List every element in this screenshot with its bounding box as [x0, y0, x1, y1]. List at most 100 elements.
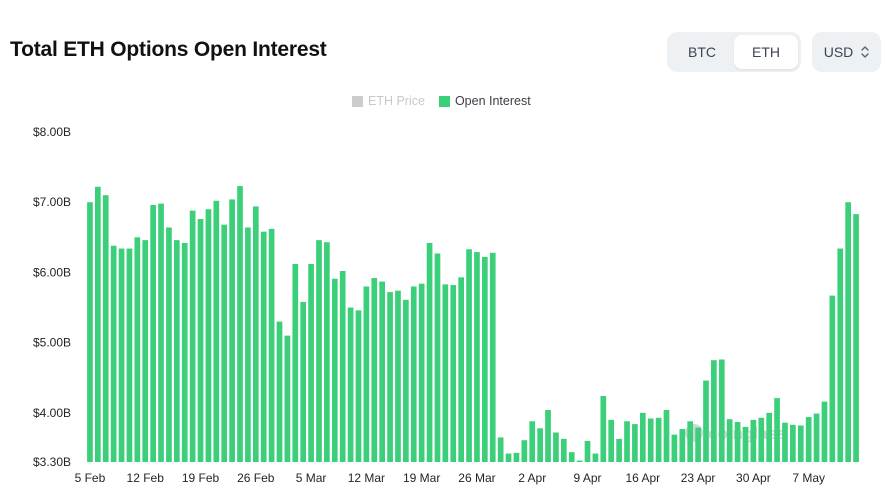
bar[interactable] [150, 205, 156, 462]
bar[interactable] [95, 186, 101, 462]
bar[interactable] [331, 278, 338, 462]
bar[interactable] [766, 412, 773, 462]
bar[interactable] [695, 427, 701, 462]
currency-select[interactable]: USD [812, 32, 881, 72]
bar[interactable] [189, 210, 196, 462]
bar[interactable] [276, 321, 283, 462]
bar[interactable] [750, 419, 757, 462]
legend-item-eth-price[interactable]: ETH Price [352, 94, 425, 108]
bar[interactable] [181, 242, 188, 462]
bar[interactable] [126, 248, 133, 462]
bar[interactable] [134, 237, 141, 462]
bar[interactable] [813, 413, 820, 462]
bar[interactable] [687, 421, 694, 462]
asset-toggle[interactable]: BTC ETH [667, 32, 801, 72]
bar[interactable] [734, 421, 741, 462]
bar[interactable] [797, 425, 804, 462]
bar[interactable] [711, 360, 717, 462]
bar[interactable] [284, 335, 291, 462]
bar[interactable] [513, 452, 520, 462]
bar[interactable] [110, 245, 117, 462]
bar[interactable] [355, 310, 362, 462]
bar[interactable] [592, 453, 599, 462]
bar[interactable] [568, 452, 575, 462]
bar[interactable] [158, 203, 164, 462]
bar[interactable] [489, 252, 496, 462]
bar[interactable] [679, 429, 686, 462]
bar[interactable] [576, 460, 583, 462]
bar[interactable] [790, 424, 796, 462]
bar[interactable] [474, 252, 480, 462]
bar[interactable] [292, 264, 299, 462]
bar[interactable] [205, 209, 212, 462]
bar[interactable] [245, 227, 251, 462]
bar[interactable] [671, 434, 678, 462]
bar[interactable] [600, 396, 607, 462]
bar[interactable] [616, 438, 622, 462]
bar[interactable] [237, 186, 243, 462]
bar[interactable] [560, 438, 567, 462]
bar[interactable] [718, 359, 725, 462]
bar[interactable] [118, 248, 125, 462]
bar[interactable] [387, 292, 393, 462]
bar[interactable] [639, 412, 646, 462]
bar[interactable] [221, 224, 228, 462]
bar[interactable] [726, 419, 733, 462]
bar[interactable] [213, 200, 220, 462]
bar[interactable] [553, 432, 559, 462]
bar[interactable] [782, 422, 788, 462]
bar[interactable] [466, 249, 472, 462]
bar[interactable] [260, 231, 267, 462]
bar[interactable] [703, 380, 709, 462]
legend-item-open-interest[interactable]: Open Interest [438, 94, 531, 108]
bar[interactable] [324, 242, 330, 462]
bar[interactable] [395, 290, 401, 462]
bar[interactable] [497, 437, 504, 462]
bar[interactable] [505, 453, 512, 462]
bar[interactable] [442, 284, 449, 462]
bar[interactable] [379, 281, 386, 462]
bar[interactable] [663, 410, 670, 462]
bar[interactable] [434, 253, 441, 462]
bar[interactable] [229, 199, 235, 462]
asset-option-eth[interactable]: ETH [734, 35, 798, 69]
bar[interactable] [142, 240, 149, 462]
bar[interactable] [805, 417, 812, 462]
bar[interactable] [403, 299, 409, 462]
bar[interactable] [829, 295, 836, 462]
bar[interactable] [608, 419, 615, 462]
bar[interactable] [300, 301, 307, 462]
bar[interactable] [845, 202, 851, 462]
bar[interactable] [632, 424, 638, 462]
bar[interactable] [197, 219, 204, 462]
bar[interactable] [458, 277, 464, 462]
bar[interactable] [450, 285, 457, 462]
bar[interactable] [624, 421, 630, 462]
bar[interactable] [584, 440, 591, 462]
bar[interactable] [821, 401, 828, 462]
bar[interactable] [482, 256, 488, 462]
asset-option-btc[interactable]: BTC [688, 44, 716, 60]
bar[interactable] [426, 242, 433, 462]
bar[interactable] [363, 286, 370, 462]
bar[interactable] [529, 421, 536, 462]
bar[interactable] [758, 417, 765, 462]
bar[interactable] [837, 248, 844, 462]
bar[interactable] [853, 214, 859, 462]
bar[interactable] [537, 428, 543, 462]
bar[interactable] [173, 240, 180, 462]
bar[interactable] [308, 264, 314, 462]
bar[interactable] [339, 271, 346, 462]
bar[interactable] [742, 426, 749, 462]
bar[interactable] [418, 283, 425, 462]
bar[interactable] [545, 410, 551, 462]
bar[interactable] [268, 228, 275, 462]
bar[interactable] [647, 418, 654, 462]
bar[interactable] [410, 286, 417, 462]
bar[interactable] [655, 417, 662, 462]
bar[interactable] [521, 440, 528, 462]
bar[interactable] [774, 398, 780, 462]
bar[interactable] [87, 202, 93, 462]
bar[interactable] [347, 307, 354, 462]
bar[interactable] [252, 206, 259, 462]
